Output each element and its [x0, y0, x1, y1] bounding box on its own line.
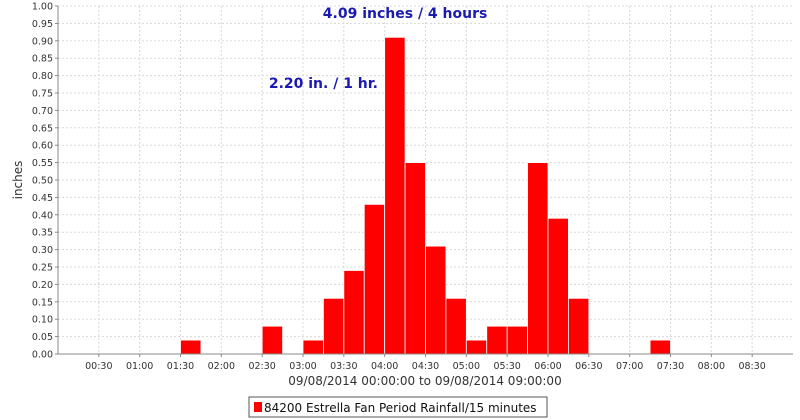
x-tick-label: 04:00	[371, 361, 398, 372]
rainfall-bar	[261, 325, 283, 355]
x-tick-label: 01:30	[167, 361, 194, 372]
x-tick-label: 02:30	[248, 361, 275, 372]
rainfall-bar	[465, 339, 488, 355]
rainfall-bar	[302, 339, 324, 355]
y-tick-label: 0.90	[32, 36, 53, 47]
y-tick-label: 0.30	[32, 245, 53, 256]
annotations: 4.09 inches / 4 hours 2.20 in. / 1 hr.	[269, 6, 488, 92]
rainfall-bar	[506, 325, 528, 355]
y-tick-label: 0.35	[32, 228, 53, 239]
x-tick-label: 05:30	[493, 361, 520, 372]
annotation-text: 4.09 inches / 4 hours	[323, 6, 488, 22]
rainfall-bar	[527, 162, 549, 355]
y-tick-label: 0.95	[32, 19, 53, 30]
rainfall-bar	[404, 162, 426, 355]
rainfall-bar	[425, 245, 447, 355]
rainfall-bar	[363, 203, 386, 355]
x-tick-label: 07:30	[657, 361, 684, 372]
legend: 84200 Estrella Fan Period Rainfall/15 mi…	[248, 396, 548, 418]
y-tick-label: 1.00	[32, 2, 53, 13]
x-tick-label: 04:30	[412, 361, 439, 372]
x-axis-label: 09/08/2014 00:00:00 to 09/08/2014 09:00:…	[288, 374, 561, 388]
legend-entry: 84200 Estrella Fan Period Rainfall/15 mi…	[264, 401, 537, 415]
x-tick-label: 05:00	[453, 361, 480, 372]
y-axis-ticks: 0.00 0.05 0.10 0.15 0.20 0.25 0.30 0.35 0.40 0.45…	[32, 2, 58, 361]
y-tick-label: 0.60	[32, 141, 53, 152]
x-tick-label: 08:30	[738, 361, 765, 372]
y-tick-label: 0.65	[32, 123, 53, 134]
y-tick-label: 0.00	[32, 350, 53, 361]
rainfall-bar	[323, 297, 345, 355]
rainfall-bar	[486, 325, 508, 355]
y-tick-label: 0.80	[32, 71, 53, 82]
x-tick-label: 01:00	[126, 361, 153, 372]
y-tick-label: 0.45	[32, 193, 53, 204]
y-tick-label: 0.85	[32, 54, 53, 65]
y-tick-label: 0.70	[32, 106, 53, 117]
rainfall-bar	[649, 339, 671, 355]
x-tick-label: 03:30	[330, 361, 357, 372]
x-tick-label: 07:00	[616, 361, 643, 372]
rainfall-bar	[568, 297, 590, 355]
y-tick-label: 0.50	[32, 176, 53, 187]
legend-swatch	[254, 402, 262, 412]
y-axis-label: inches	[11, 161, 25, 200]
x-axis-ticks: 00:30 01:00 01:30 02:00 02:30 03:00 03:30 04:00…	[85, 354, 766, 372]
rainfall-bar	[445, 297, 467, 355]
y-tick-label: 0.25	[32, 263, 53, 274]
y-tick-label: 0.55	[32, 158, 53, 169]
annotation-text: 2.20 in. / 1 hr.	[269, 76, 378, 92]
x-tick-label: 08:00	[698, 361, 725, 372]
rainfall-bar	[343, 270, 365, 355]
rainfall-bar	[384, 36, 406, 355]
y-tick-label: 0.05	[32, 332, 53, 343]
x-tick-label: 06:00	[534, 361, 561, 372]
x-tick-label: 06:30	[575, 361, 602, 372]
rainfall-bar	[180, 339, 202, 355]
x-tick-label: 00:30	[85, 361, 112, 372]
rainfall-bar	[547, 217, 569, 355]
x-tick-label: 02:00	[208, 361, 235, 372]
y-tick-label: 0.10	[32, 315, 53, 326]
y-tick-label: 0.15	[32, 297, 53, 308]
bars	[180, 36, 671, 355]
legend-box	[248, 396, 548, 418]
y-tick-label: 0.20	[32, 280, 53, 291]
y-tick-label: 0.40	[32, 210, 53, 221]
y-tick-label: 0.75	[32, 89, 53, 100]
x-tick-label: 03:00	[289, 361, 316, 372]
